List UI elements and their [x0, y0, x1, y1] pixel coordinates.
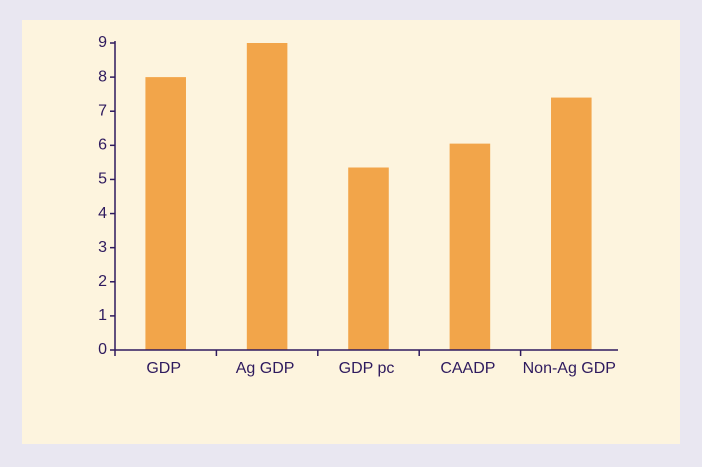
- y-tick-label: 0: [98, 341, 107, 358]
- bar: [348, 167, 389, 350]
- y-tick-label: 8: [98, 68, 107, 85]
- bar: [449, 143, 491, 350]
- x-tick-label: CAADP: [440, 360, 495, 377]
- y-tick-label: 2: [98, 273, 107, 290]
- y-tick-label: 7: [98, 102, 107, 119]
- y-tick-label: 6: [98, 137, 107, 154]
- y-tick-label: 9: [98, 34, 107, 51]
- bar: [246, 43, 288, 350]
- x-tick-label: GDP: [146, 360, 181, 377]
- y-tick-label: 1: [98, 307, 107, 324]
- x-tick-label: GDP pc: [339, 360, 395, 377]
- y-tick-label: 5: [98, 171, 107, 188]
- y-tick-label: 3: [98, 239, 107, 256]
- x-tick-label: Non-Ag GDP: [523, 360, 616, 377]
- bar: [145, 77, 186, 350]
- bar: [551, 97, 592, 350]
- y-tick-label: 4: [98, 205, 107, 222]
- x-tick-label: Ag GDP: [236, 360, 295, 377]
